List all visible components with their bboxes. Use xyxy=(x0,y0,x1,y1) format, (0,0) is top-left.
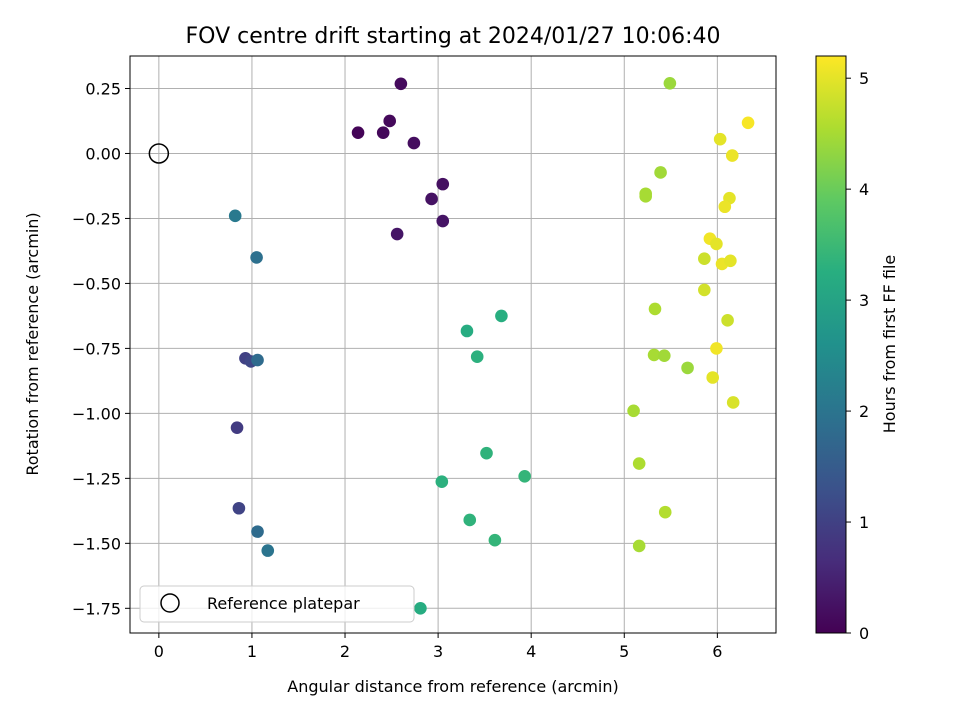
colorbar-tick-label: 1 xyxy=(859,513,869,532)
legend-marker-reference xyxy=(160,593,180,613)
y-tick-label: −1.00 xyxy=(72,404,121,423)
colorbar-tick-label: 4 xyxy=(859,180,869,199)
colorbar-ticks: 0 1 2 3 4 5 xyxy=(846,69,869,643)
data-point xyxy=(657,349,671,362)
y-tick-label: −0.25 xyxy=(72,209,121,228)
data-point xyxy=(230,421,244,434)
data-point xyxy=(407,136,421,150)
data-point xyxy=(698,252,711,266)
colorbar-tick-label: 5 xyxy=(859,69,869,88)
reference-marker xyxy=(148,143,170,164)
x-tick-label: 4 xyxy=(526,642,536,661)
data-point xyxy=(251,353,264,367)
data-point xyxy=(681,361,694,375)
legend-box xyxy=(139,585,415,623)
y-tick-label: −1.25 xyxy=(72,469,121,488)
data-point xyxy=(383,114,397,128)
data-point xyxy=(435,475,449,489)
data-point xyxy=(713,132,727,146)
x-tick-label: 1 xyxy=(247,642,257,661)
x-tick-label: 0 xyxy=(154,642,164,661)
x-tick-label: 6 xyxy=(712,642,722,661)
data-point xyxy=(480,446,493,460)
data-point xyxy=(488,533,502,547)
data-point xyxy=(463,513,477,527)
data-point xyxy=(250,251,263,264)
data-point xyxy=(639,190,652,203)
plot-frame xyxy=(129,55,777,634)
y-tick-label: −1.50 xyxy=(72,534,121,553)
y-tick-label: −0.75 xyxy=(72,339,121,358)
y-tick-label: 0.25 xyxy=(85,79,121,98)
reference-marker-group xyxy=(148,143,170,164)
data-point xyxy=(251,525,264,538)
x-axis-label: Angular distance from reference (arcmin) xyxy=(287,677,618,696)
y-tick-label: 0.00 xyxy=(85,144,121,163)
data-point xyxy=(741,116,755,130)
data-point xyxy=(706,371,720,384)
data-point xyxy=(658,505,672,519)
data-point xyxy=(436,177,450,191)
data-point xyxy=(726,396,740,409)
colorbar-tick-label: 0 xyxy=(859,624,869,643)
data-point xyxy=(436,214,450,228)
data-point xyxy=(725,149,739,162)
y-tick-label: −0.50 xyxy=(72,274,121,293)
x-axis-ticks: 0 1 2 3 4 5 6 xyxy=(154,633,722,661)
data-point xyxy=(376,126,390,139)
data-point xyxy=(648,302,662,316)
x-tick-label: 5 xyxy=(619,642,629,661)
data-point xyxy=(724,254,737,268)
data-point xyxy=(425,192,438,206)
scatter-points xyxy=(228,76,755,615)
data-point xyxy=(718,200,732,214)
data-point xyxy=(390,227,404,241)
data-point xyxy=(632,457,646,470)
legend: Reference platepar xyxy=(139,585,415,623)
colorbar-tick-label: 3 xyxy=(859,291,869,310)
y-tick-label: −1.75 xyxy=(72,599,121,618)
data-point xyxy=(654,166,667,179)
colorbar-tick-label: 2 xyxy=(859,402,869,421)
data-point xyxy=(710,342,723,355)
data-point xyxy=(470,350,484,364)
data-point xyxy=(627,404,640,418)
data-point xyxy=(495,309,508,323)
data-point xyxy=(632,539,646,553)
data-point xyxy=(721,314,734,327)
data-point xyxy=(228,209,242,223)
data-point xyxy=(261,544,275,557)
legend-label-reference: Reference platepar xyxy=(207,594,360,613)
plot-background xyxy=(130,56,776,633)
data-point xyxy=(351,126,365,139)
y-axis-ticks: 0.25 0.00 −0.25 −0.50 −0.75 −1.00 −1.25 −1.50 −1… xyxy=(72,79,130,618)
data-point xyxy=(394,77,408,91)
grid xyxy=(130,56,776,633)
data-point xyxy=(698,283,711,297)
data-point xyxy=(710,237,723,251)
data-point xyxy=(460,324,474,338)
data-point xyxy=(414,602,427,615)
data-point xyxy=(518,469,531,483)
data-point xyxy=(647,348,661,362)
x-tick-label: 2 xyxy=(340,642,350,661)
data-point xyxy=(232,501,246,515)
data-point xyxy=(663,76,677,90)
x-tick-label: 3 xyxy=(433,642,443,661)
colorbar xyxy=(815,55,847,634)
chart-title: FOV centre drift starting at 2024/01/27 … xyxy=(186,24,721,49)
colorbar-label: Hours from first FF file xyxy=(880,255,899,434)
y-axis-label: Rotation from reference (arcmin) xyxy=(23,212,42,475)
